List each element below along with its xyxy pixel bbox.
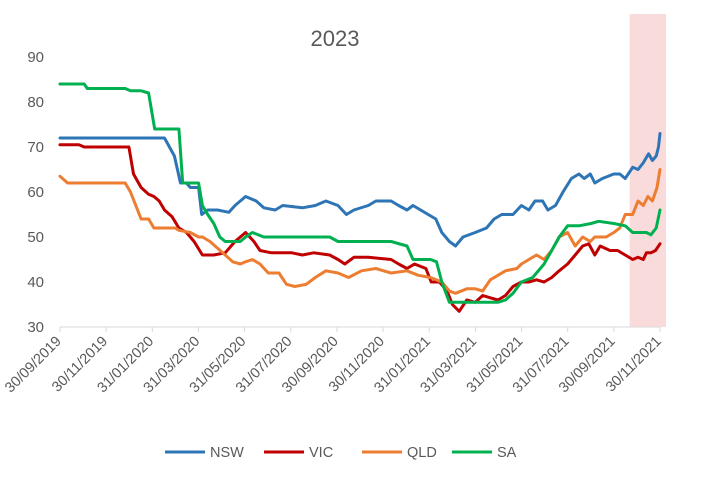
legend-item-vic: VIC bbox=[264, 445, 333, 461]
legend-label: VIC bbox=[309, 445, 333, 461]
legend-item-qld: QLD bbox=[362, 445, 437, 461]
y-tick-label: 70 bbox=[27, 139, 44, 156]
legend-item-nsw: NSW bbox=[165, 445, 244, 461]
series-line-nsw bbox=[58, 132, 662, 248]
series-line-qld bbox=[58, 168, 662, 295]
series-line-sa bbox=[58, 82, 662, 304]
y-tick-label: 40 bbox=[27, 274, 44, 291]
chart-title: 2023 bbox=[311, 26, 360, 51]
y-tick-label: 50 bbox=[27, 229, 44, 246]
y-tick-label: 60 bbox=[27, 184, 44, 201]
legend-label: SA bbox=[497, 445, 517, 461]
legend-label: QLD bbox=[407, 445, 437, 461]
axis-layer: 3040506070809030/09/201930/11/201931/01/… bbox=[2, 49, 665, 396]
legend: NSW VIC QLD SA bbox=[165, 445, 517, 461]
series-line-vic bbox=[58, 143, 662, 313]
legend-label: NSW bbox=[210, 445, 244, 461]
y-tick-label: 30 bbox=[27, 319, 44, 336]
legend-item-sa: SA bbox=[452, 445, 517, 461]
y-tick-label: 80 bbox=[27, 94, 44, 111]
series-layer bbox=[58, 82, 662, 313]
y-tick-label: 90 bbox=[27, 49, 44, 66]
